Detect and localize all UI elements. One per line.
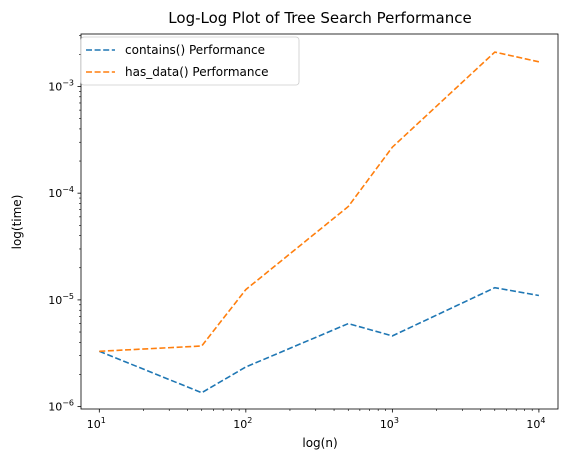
series-line-1 <box>99 286 540 394</box>
x-tick-label: 102 <box>233 416 252 431</box>
plot-area: 101 102 103 104 10−6 10−5 10−4 10−3 contains() P… <box>48 33 559 431</box>
y-tick-label: 10−5 <box>48 292 74 307</box>
axes-frame <box>80 33 559 410</box>
legend-box <box>80 36 300 86</box>
x-axis-label: log(n) <box>302 436 337 450</box>
series-line-2 <box>99 51 540 353</box>
y-tick-label: 10−3 <box>48 78 74 93</box>
x-tick-label: 104 <box>526 416 545 431</box>
chart-title: Log-Log Plot of Tree Search Performance <box>168 9 471 27</box>
x-tick-label: 103 <box>380 416 399 431</box>
y-tick-label: 10−4 <box>48 185 74 200</box>
legend-label-1: contains() Performance <box>125 43 265 57</box>
x-tick-label: 101 <box>87 416 106 431</box>
y-tick-label: 10−6 <box>48 399 74 414</box>
legend-label-2: has_data() Performance <box>125 65 268 79</box>
y-axis-label: log(time) <box>10 195 24 250</box>
